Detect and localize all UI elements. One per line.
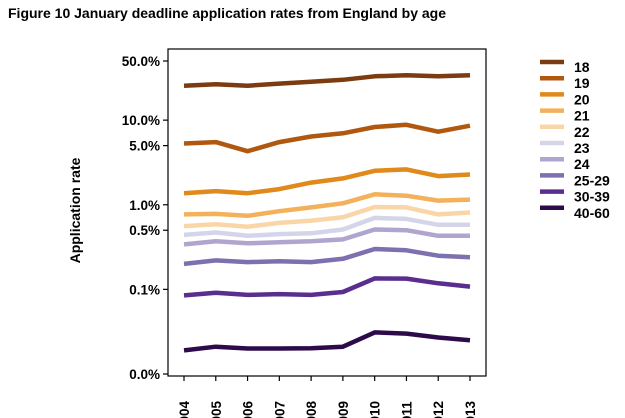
series-line-22: [183, 204, 471, 229]
x-tick-label: 2009: [336, 401, 351, 418]
legend-label: 25-29: [574, 172, 610, 188]
y-tick-label: 0.0%: [129, 367, 160, 382]
series-line-18: [183, 72, 471, 88]
legend-label: 20: [574, 91, 590, 107]
legend-label: 19: [574, 75, 590, 91]
legend-item-22: 22: [540, 124, 590, 140]
y-tick-label: 50.0%: [122, 54, 160, 69]
series-line-23: [183, 215, 470, 239]
legend-item-21: 21: [540, 108, 590, 124]
series-line-40-60: [183, 330, 471, 353]
series-line-30-39: [183, 276, 471, 298]
x-tick-label: 2011: [399, 401, 414, 418]
legend-label: 23: [574, 140, 590, 156]
y-tick-label: 10.0%: [122, 113, 160, 128]
series-line-19: [183, 122, 471, 154]
legend-label: 30-39: [574, 189, 610, 205]
legend-item-20: 20: [540, 91, 590, 107]
y-axis-title: Application rate: [67, 157, 83, 263]
legend-item-18: 18: [540, 59, 590, 75]
plot-frame: [167, 48, 487, 377]
legend-label: 40-60: [574, 205, 610, 221]
x-tick-label: 2010: [368, 401, 383, 418]
chart-title: Figure 10 January deadline application r…: [8, 5, 447, 21]
legend-item-40-60: 40-60: [540, 205, 610, 221]
x-tick-label: 2008: [304, 400, 319, 418]
legend-item-23: 23: [540, 140, 590, 156]
x-tick-label: 2012: [431, 401, 446, 418]
legend-label: 21: [574, 108, 590, 124]
series-line-24: [183, 227, 470, 247]
y-tick-label: 1.0%: [129, 198, 160, 213]
legend-item-30-39: 30-39: [540, 189, 610, 205]
series-line-20: [183, 167, 471, 196]
x-tick-label: 2007: [272, 401, 287, 418]
series-line-25-29: [183, 246, 471, 267]
x-tick-label: 2004: [177, 400, 192, 418]
legend-item-19: 19: [540, 75, 590, 91]
legend-item-25-29: 25-29: [540, 172, 610, 188]
y-tick-label: 5.0%: [129, 139, 160, 154]
x-tick-label: 2005: [209, 400, 224, 418]
y-tick-label: 0.1%: [129, 282, 160, 297]
x-tick-label: 2006: [241, 400, 256, 418]
x-tick-label: 2013: [463, 400, 478, 418]
legend-label: 18: [574, 59, 590, 75]
legend-label: 24: [574, 156, 590, 172]
legend-item-24: 24: [540, 156, 590, 172]
y-tick-label: 0.5%: [129, 223, 160, 238]
legend-label: 22: [574, 124, 590, 140]
series-line-21: [183, 192, 471, 219]
